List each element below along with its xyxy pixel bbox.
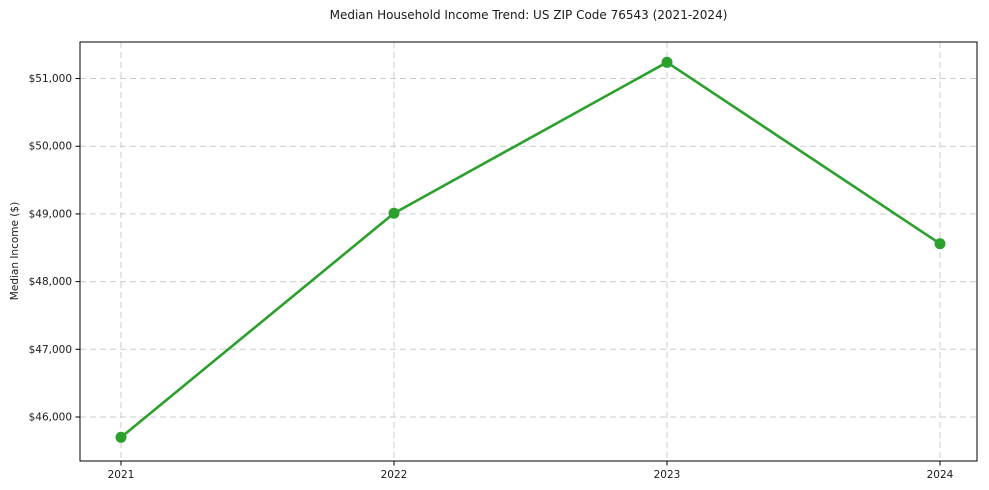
x-tick-label: 2024 xyxy=(927,469,954,481)
y-tick-label: $50,000 xyxy=(29,141,72,153)
data-point-2022 xyxy=(388,207,400,219)
y-tick-label: $49,000 xyxy=(29,208,72,220)
chart-title: Median Household Income Trend: US ZIP Co… xyxy=(329,8,728,22)
data-point-2023 xyxy=(661,56,673,68)
x-tick-label: 2022 xyxy=(381,469,408,481)
x-tick-label: 2021 xyxy=(108,469,135,481)
data-point-2024 xyxy=(934,238,946,250)
y-tick-label: $46,000 xyxy=(29,412,72,424)
data-point-2021 xyxy=(115,431,127,443)
y-tick-label: $51,000 xyxy=(29,73,72,85)
x-tick-label: 2023 xyxy=(654,469,681,481)
trend-line xyxy=(119,61,942,439)
y-tick-label: $48,000 xyxy=(29,276,72,288)
y-tick-label: $47,000 xyxy=(29,344,72,356)
plot-border xyxy=(79,41,978,462)
